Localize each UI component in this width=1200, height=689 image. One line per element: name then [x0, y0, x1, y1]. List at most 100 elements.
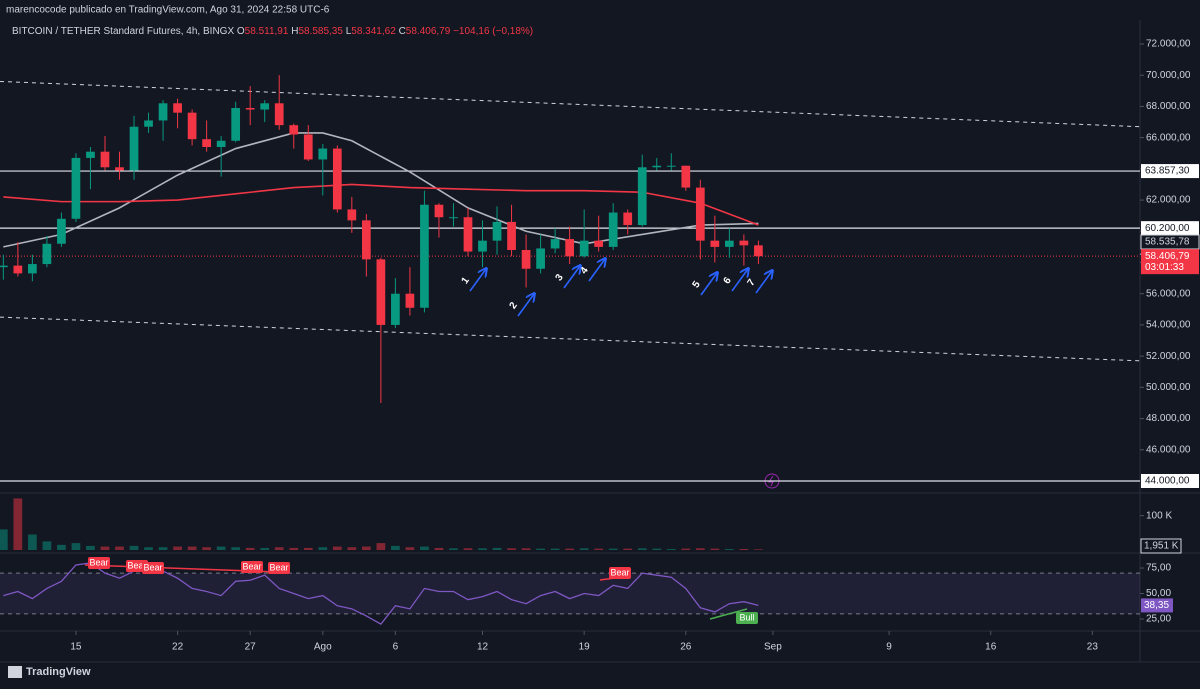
- volume-bar: [710, 548, 720, 550]
- y-tick-label: 50.000,00: [1146, 382, 1191, 393]
- volume-bar: [100, 546, 110, 550]
- candle-body: [187, 112, 197, 140]
- volume-bar: [347, 547, 357, 550]
- x-tick-label: 9: [886, 642, 892, 653]
- candle-body: [637, 167, 647, 226]
- l-label: L: [346, 26, 352, 37]
- candle-body: [420, 204, 429, 308]
- volume-bar: [274, 547, 284, 550]
- volume-bar: [303, 547, 313, 550]
- volume-bar: [245, 547, 255, 550]
- y-tick-label: 54.000,00: [1146, 320, 1191, 331]
- y-tick-label: 62.000,00: [1146, 195, 1191, 206]
- volume-bar: [260, 547, 270, 550]
- signal-label: Bear: [610, 567, 629, 577]
- rsi-tick-label: 75,00: [1146, 563, 1171, 574]
- annotation-number: 3: [554, 272, 566, 283]
- publisher: marencocode publicado en TradingView.com…: [6, 5, 330, 16]
- candle-body: [434, 204, 444, 218]
- level-label-box: [1141, 473, 1199, 488]
- x-tick-label: 19: [579, 642, 591, 653]
- marker-price-box: [1140, 234, 1200, 250]
- volume-bar: [463, 548, 473, 550]
- annotation-number: 5: [691, 279, 703, 290]
- y-tick-label: 72.000,00: [1146, 39, 1191, 50]
- volume-bar: [565, 548, 574, 550]
- candle-body: [492, 221, 502, 241]
- candle-body: [332, 148, 342, 210]
- candle-body: [710, 240, 720, 247]
- candle-body: [594, 240, 604, 247]
- h: 58.585,35: [298, 26, 343, 37]
- volume-bar: [129, 545, 139, 550]
- volume-bar: [318, 547, 328, 550]
- volume-bar: [376, 543, 386, 550]
- candle-body: [725, 240, 734, 247]
- candle-body: [115, 167, 124, 171]
- volume-bar: [86, 545, 95, 550]
- volume-bar: [391, 545, 400, 550]
- signal-box: [609, 567, 631, 579]
- annotation-number: 7: [746, 277, 758, 288]
- volume-bar: [725, 548, 734, 550]
- candle-body: [449, 217, 458, 219]
- trendline: [0, 316, 1141, 362]
- legend: BITCOIN / TETHER Standard Futures, 4h, B…: [12, 26, 533, 37]
- volume-bar: [420, 546, 429, 550]
- candle-body: [608, 212, 618, 247]
- brand-logo: [8, 666, 22, 678]
- candle-body: [565, 239, 574, 257]
- volume-bar: [478, 548, 487, 550]
- candle-body: [405, 293, 415, 308]
- candle-body: [318, 148, 328, 160]
- x-tick-label: 22: [172, 642, 184, 653]
- signal-box: [268, 562, 290, 574]
- candle-body: [507, 221, 516, 251]
- volume-bar: [637, 548, 647, 550]
- candle-body: [550, 239, 560, 249]
- signal-box: [736, 612, 758, 624]
- volume-bar: [202, 547, 211, 550]
- rsi-last-label: 38,35: [1144, 600, 1169, 611]
- candle-body: [463, 217, 473, 252]
- h-label: H: [291, 26, 298, 37]
- volume-bar: [361, 546, 371, 550]
- candle-body: [579, 240, 589, 257]
- volume-bar: [187, 546, 197, 550]
- signal-label: Bear: [143, 562, 162, 572]
- annotation-number: 4: [579, 265, 591, 276]
- volume-bar: [492, 547, 502, 550]
- x-tick-label: 12: [477, 642, 489, 653]
- moving-average: [3, 132, 759, 248]
- signal-box: [142, 562, 164, 574]
- x-tick-label: Ago: [314, 642, 332, 653]
- volume-bar: [695, 548, 705, 550]
- volume-bar: [608, 548, 618, 550]
- signal-label: Bear: [242, 561, 261, 571]
- x-tick-label: 26: [680, 642, 692, 653]
- annotation-arrow: [588, 259, 605, 282]
- annotation-arrow: [517, 294, 534, 317]
- annotation-arrow: [700, 273, 717, 296]
- volume-bar: [754, 549, 763, 550]
- volume-bar: [231, 547, 241, 550]
- c: 58.406,79: [406, 26, 451, 37]
- volume-bar: [507, 548, 516, 550]
- level-label-box: [1141, 221, 1199, 236]
- volume-bar: [449, 548, 458, 550]
- x-tick-label: Sep: [764, 642, 782, 653]
- y-tick-label: 48.000,00: [1146, 413, 1191, 424]
- candle-body: [231, 107, 241, 141]
- annotation-number: 1: [460, 275, 472, 286]
- volume-bar: [115, 546, 124, 550]
- symbol: BITCOIN / TETHER Standard Futures, 4h, B…: [12, 26, 234, 37]
- volume-bar: [405, 547, 415, 550]
- volume-bar: [652, 548, 662, 550]
- c-label: C: [399, 26, 406, 37]
- rsi-tick-label: 25,00: [1146, 614, 1171, 625]
- candle-body: [129, 126, 139, 171]
- candle-body: [695, 187, 705, 241]
- y-tick-label: 56.000,00: [1146, 288, 1191, 299]
- volume-last-label: 1,951 K: [1144, 541, 1179, 552]
- candle-body: [71, 157, 81, 219]
